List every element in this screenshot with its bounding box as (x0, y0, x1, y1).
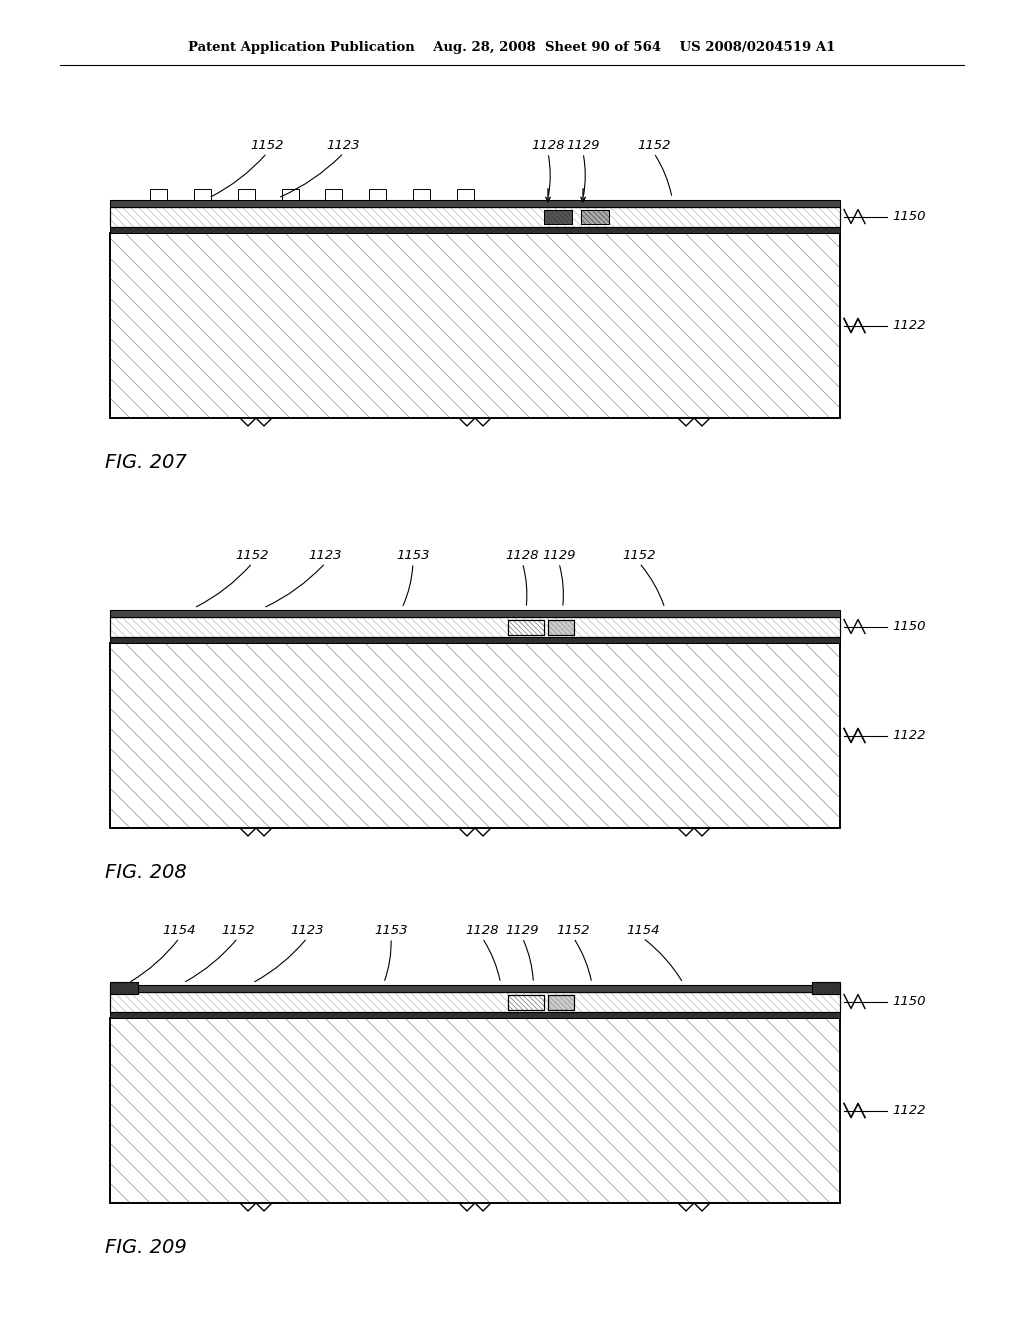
Bar (110, 616, 840, 638)
Bar (110, 207, 840, 227)
Text: FIG. 207: FIG. 207 (105, 453, 186, 473)
Bar (110, 643, 840, 828)
Text: 1154: 1154 (626, 924, 659, 937)
Bar (413, 189, 430, 201)
Text: 1154: 1154 (163, 924, 197, 937)
Text: 1150: 1150 (892, 210, 926, 223)
Bar (326, 189, 342, 201)
Bar (110, 227, 840, 234)
Bar (545, 210, 572, 224)
Bar (548, 620, 573, 635)
Bar (110, 643, 840, 828)
Text: 1129: 1129 (542, 549, 575, 562)
Bar (581, 210, 609, 224)
Bar (508, 620, 544, 635)
Text: FIG. 209: FIG. 209 (105, 1238, 186, 1257)
Text: 1150: 1150 (892, 620, 926, 634)
Text: 1123: 1123 (308, 549, 342, 562)
Bar (548, 995, 573, 1010)
Text: 1128: 1128 (466, 924, 499, 937)
Text: 1152: 1152 (221, 924, 255, 937)
Text: 1152: 1152 (637, 139, 671, 152)
Bar (508, 995, 544, 1010)
Text: 1152: 1152 (623, 549, 656, 562)
Bar (457, 189, 474, 201)
Bar (548, 995, 573, 1010)
Bar (151, 189, 167, 201)
Text: 1128: 1128 (531, 139, 565, 152)
Bar (110, 993, 840, 1012)
Bar (581, 210, 609, 224)
Bar (110, 207, 840, 227)
Text: 1123: 1123 (327, 139, 360, 152)
Text: FIG. 208: FIG. 208 (105, 863, 186, 882)
Bar (110, 985, 840, 993)
Bar (110, 616, 840, 638)
Bar (282, 189, 299, 201)
Bar (508, 995, 544, 1010)
Text: 1122: 1122 (892, 319, 926, 333)
Text: 1152: 1152 (557, 924, 590, 937)
Text: 1153: 1153 (375, 924, 408, 937)
Bar (110, 234, 840, 418)
Text: 1152: 1152 (250, 139, 284, 152)
Text: 1129: 1129 (506, 924, 540, 937)
Bar (110, 993, 840, 1012)
Text: 1150: 1150 (892, 995, 926, 1008)
Bar (110, 234, 840, 418)
Text: Patent Application Publication    Aug. 28, 2008  Sheet 90 of 564    US 2008/0204: Patent Application Publication Aug. 28, … (188, 41, 836, 54)
Bar (369, 189, 386, 201)
Bar (110, 1018, 840, 1203)
Bar (548, 620, 573, 635)
Text: 1153: 1153 (396, 549, 430, 562)
Bar (508, 620, 544, 635)
Bar (110, 638, 840, 643)
Bar (110, 1012, 840, 1018)
Bar (545, 210, 572, 224)
Bar (238, 189, 255, 201)
Text: 1152: 1152 (236, 549, 269, 562)
Bar (110, 982, 138, 994)
Text: 1123: 1123 (291, 924, 324, 937)
Bar (812, 982, 840, 994)
Bar (110, 201, 840, 207)
Text: 1122: 1122 (892, 1104, 926, 1117)
Text: 1122: 1122 (892, 729, 926, 742)
Text: 1129: 1129 (566, 139, 600, 152)
Bar (194, 189, 211, 201)
Bar (110, 1018, 840, 1203)
Bar (110, 610, 840, 616)
Text: 1128: 1128 (506, 549, 540, 562)
